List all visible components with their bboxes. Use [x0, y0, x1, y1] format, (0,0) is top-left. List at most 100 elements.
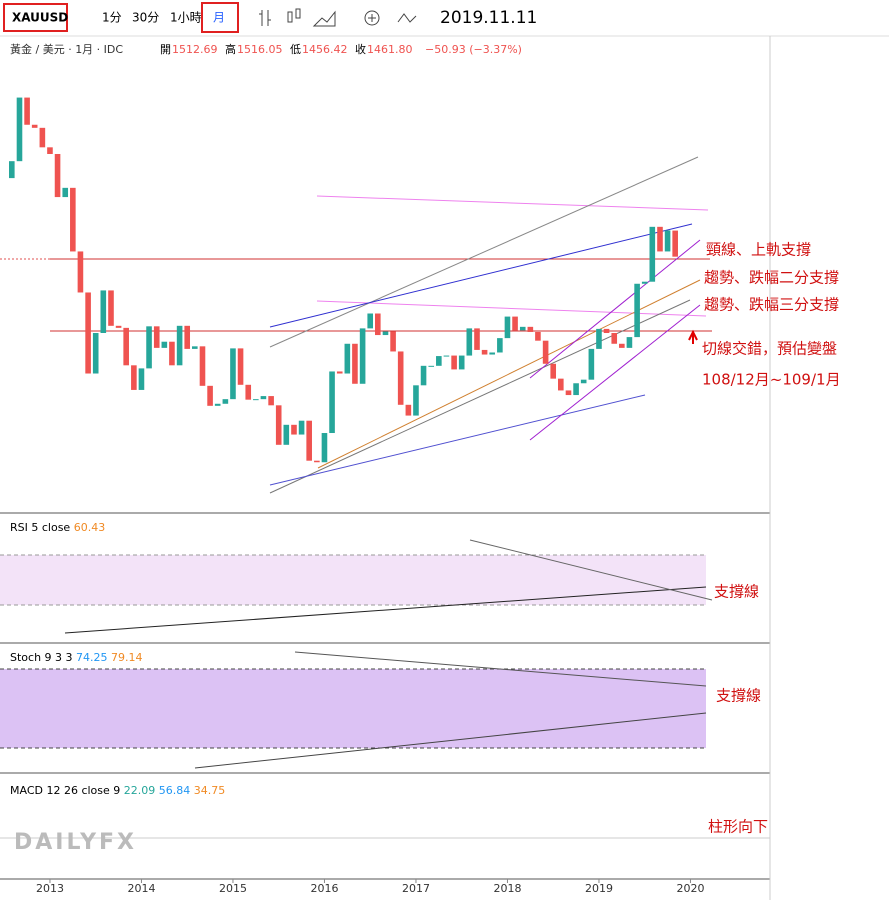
candle-body: [512, 316, 518, 331]
channel: [529, 304, 701, 441]
candle-body: [199, 346, 206, 386]
candle-body: [131, 365, 137, 390]
candle-body: [603, 328, 610, 333]
candle-body: [153, 326, 160, 348]
candle-body: [405, 404, 412, 416]
interval[interactable]: 30分: [132, 11, 159, 25]
candle-body: [542, 340, 549, 364]
candle-body: [222, 399, 229, 404]
interval[interactable]: 1小時: [170, 11, 202, 25]
candle-body: [382, 331, 389, 336]
candle-body: [397, 351, 404, 405]
ohlc-change: −50.93 (−3.37%): [425, 43, 522, 56]
candle-body: [47, 147, 53, 154]
trend-line: [316, 195, 709, 211]
candle-body: [260, 396, 267, 400]
trend-line: [316, 300, 707, 317]
symbol-box[interactable]: [3, 3, 68, 32]
candle-body: [115, 325, 122, 328]
ohlc-value: 1456.42: [302, 43, 348, 56]
x-tick-label: 2020: [676, 882, 704, 895]
toolbar: [0, 0, 889, 36]
candle-body: [619, 343, 625, 348]
candle-body: [352, 343, 358, 384]
candle-body: [146, 326, 152, 369]
ohlc-label: 低: [290, 43, 301, 56]
ohlc-value: 1461.80: [367, 43, 413, 56]
pane-label: MACD 12 26 close 9 22.09 56.84 34.75: [10, 784, 225, 797]
candle-body: [275, 405, 282, 445]
annotations: 頸線、上軌支撐 趨勢、跌幅二分支撐 趨勢、跌幅三分支撐 切線交錯，預估變盤 10…: [702, 241, 841, 389]
candle-body: [413, 385, 419, 416]
candle-body: [100, 290, 107, 333]
ohlc-label: 高: [225, 42, 236, 56]
candle-body: [9, 161, 15, 179]
candle-body: [649, 226, 656, 282]
candle-body: [16, 97, 23, 162]
watermark: DAILYFX: [14, 830, 137, 855]
candle-body: [451, 355, 457, 370]
candle-body: [245, 384, 252, 400]
stoch-label: Stoch 9 3 3: [10, 651, 73, 664]
candle-body: [161, 341, 168, 348]
interval[interactable]: 1分: [102, 11, 122, 25]
candle-body: [611, 332, 618, 344]
x-tick-label: 2018: [493, 882, 521, 895]
candle-body: [92, 332, 99, 374]
candle-body: [192, 346, 198, 349]
trend-line: [269, 156, 699, 348]
candle-body: [573, 383, 579, 396]
pane-label: Stoch 9 3 3 74.25 79.14: [10, 651, 143, 664]
resistance-line: [294, 651, 707, 687]
annotation: 頸線、上軌支撐: [706, 241, 811, 259]
interval[interactable]: 月: [213, 11, 225, 25]
candle-body: [62, 187, 69, 198]
annotation: 切線交錯，預估變盤: [702, 340, 837, 358]
candle-body: [291, 424, 297, 435]
toolbar-date: 2019.11.11: [440, 8, 537, 28]
annotation: 支撐線: [714, 583, 759, 601]
candle-body: [336, 371, 343, 374]
candle-body: [169, 341, 175, 366]
ohlc-value: 1512.69: [172, 43, 218, 56]
candle-body: [474, 328, 480, 350]
interval-box[interactable]: [201, 2, 239, 33]
candle-body: [458, 355, 465, 370]
candle-body: [558, 378, 564, 391]
candle-body: [54, 153, 61, 198]
candle-body: [672, 230, 678, 257]
candle-body: [207, 385, 213, 406]
candle-body: [108, 290, 114, 326]
candle-body: [535, 331, 541, 341]
candle-body: [519, 326, 526, 331]
candle-body: [31, 124, 38, 128]
candle-body: [641, 281, 648, 284]
ohlc-label: 開: [160, 43, 171, 56]
candle-body: [626, 337, 633, 348]
separators: [0, 36, 771, 900]
symbol[interactable]: XAUUSD: [12, 11, 68, 25]
candle-body: [550, 363, 557, 379]
stoch-band: [0, 669, 706, 748]
candle-body: [420, 365, 427, 386]
candle-body: [489, 352, 495, 355]
candle-body: [634, 283, 640, 338]
candle-body: [375, 313, 381, 336]
candle-body: [367, 313, 374, 329]
candle-body: [428, 365, 435, 367]
candle-body: [70, 187, 76, 252]
trend-line: [269, 223, 693, 328]
annotation: 支撐線: [716, 687, 761, 705]
candle-body: [443, 355, 450, 357]
trend-line: [269, 394, 646, 486]
x-tick-label: 2014: [127, 882, 155, 895]
rsi-label: RSI 5 close: [10, 521, 70, 534]
candle-body: [39, 127, 46, 148]
candle-body: [24, 97, 30, 125]
rsi-value: 60.43: [74, 521, 106, 534]
candle-body: [123, 327, 129, 366]
candle-body: [527, 326, 534, 332]
ohlc-label: 收: [355, 42, 366, 56]
candle-body: [283, 424, 290, 445]
